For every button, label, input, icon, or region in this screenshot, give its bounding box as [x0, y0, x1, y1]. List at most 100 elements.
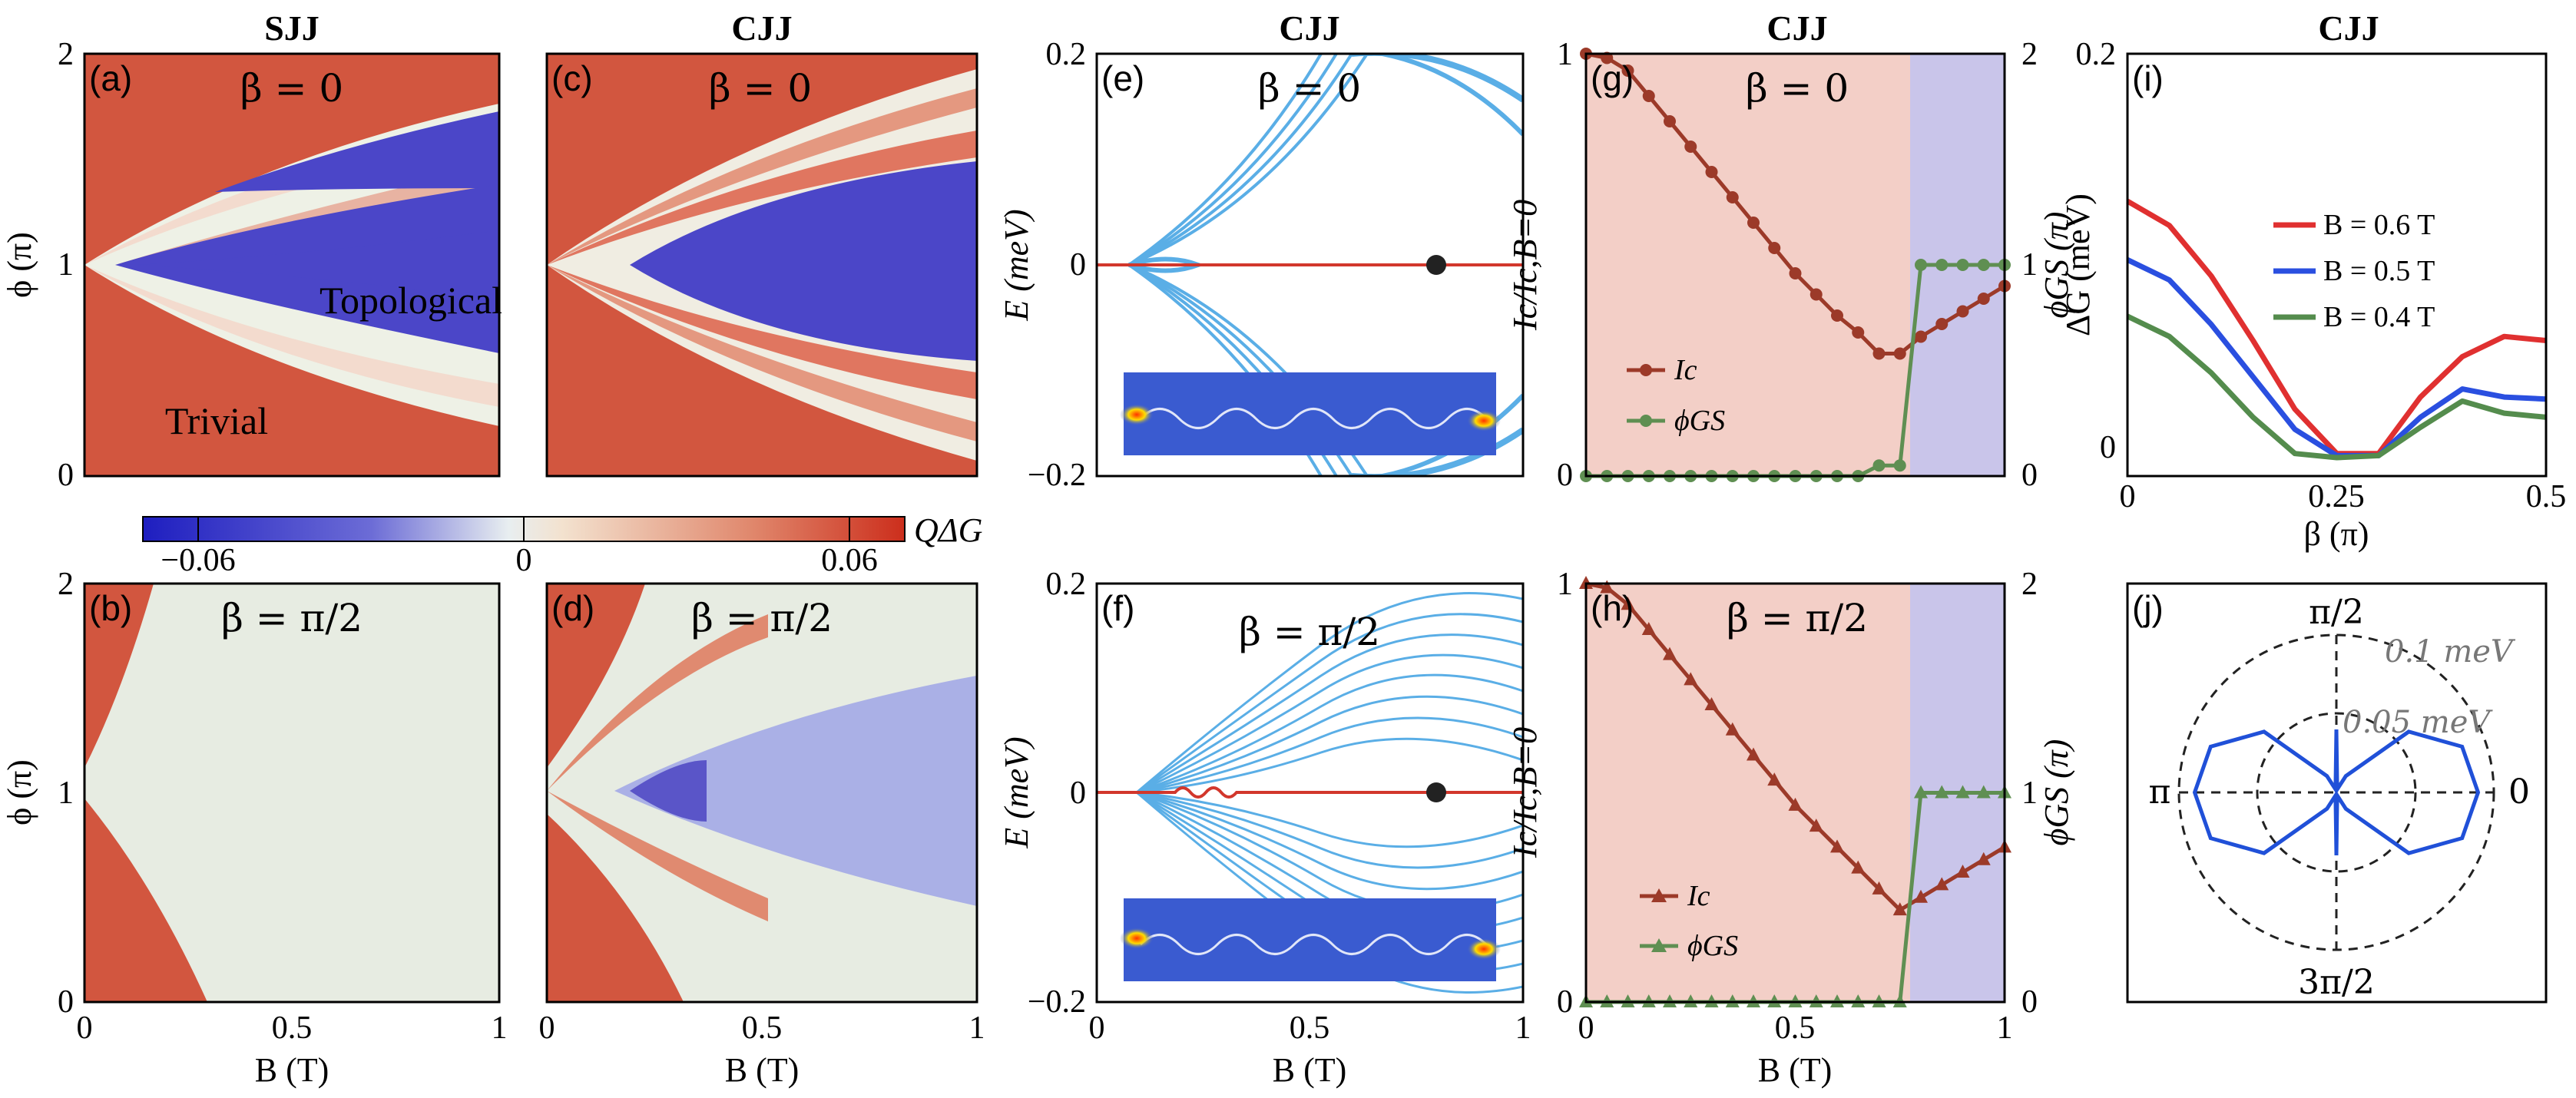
title-cjj-2: CJJ [1279, 8, 1339, 48]
e-axis-label-top: E (meV) [998, 209, 1035, 321]
data-point-g-series-0-6 [1705, 166, 1718, 178]
colorbar-label: QΔG [914, 511, 982, 549]
tick-ic-0-h: 0 [1557, 984, 1573, 1020]
data-point-h-series-0-19 [1976, 852, 1991, 865]
trivial-label: Trivial [165, 399, 268, 442]
polar-label-right: 0 [2508, 772, 2530, 812]
tick-dg-02: 0.2 [2076, 37, 2117, 72]
panel-label-b: (b) [89, 588, 132, 628]
tick-b-05-f: 0.5 [1290, 1010, 1330, 1046]
tick-b-05-d: 0.5 [742, 1010, 783, 1046]
data-point-h-series-1-17 [1935, 785, 1949, 799]
tick-f-top: 0.2 [1046, 567, 1087, 602]
tick-b-0-h: 0 [1578, 1010, 1594, 1046]
beta-label-d: β = π/2 [691, 596, 833, 640]
beta-label-f: β = π/2 [1239, 610, 1380, 654]
legend-i: B = 0.6 T B = 0.5 T B = 0.4 T [2273, 209, 2435, 333]
ic-axis-label-h: Ic/Ic,B=0 [1506, 727, 1544, 858]
tick-e-top: 0.2 [1046, 37, 1087, 72]
dg-axis-label: ΔG (meV) [2059, 193, 2097, 336]
inset-wavefunction-f [1120, 898, 1501, 981]
data-point-h-series-1-16 [1914, 785, 1928, 799]
panel-b: (b) β = π/2 [83, 582, 501, 1004]
legend-g-phigs: ϕGS [1674, 405, 1725, 437]
tick-b-1-b: 1 [492, 1010, 508, 1046]
data-point-h-series-1-19 [1976, 785, 1991, 799]
data-point-g-series-0-18 [1956, 305, 1969, 318]
tick-e-mid: 0 [1070, 247, 1086, 283]
panel-i: (i) B = 0.6 T B = 0.5 T B = 0.4 T 0.2 0 … [2059, 37, 2566, 553]
data-point-g-series-0-2 [1621, 64, 1634, 77]
polar-label-left: π [2149, 772, 2171, 812]
tick-ic-1-h: 1 [1557, 567, 1573, 602]
tick-phi-0-top: 0 [58, 458, 74, 493]
data-point-g-series-0-12 [1831, 309, 1843, 322]
panel-g: (g) β = 0 Ic ϕGS 1 0 Ic/Ic,B=0 2 1 0 ϕGS… [1506, 37, 2075, 493]
data-point-h-series-1-18 [1955, 785, 1970, 799]
topological-label: Topological [320, 279, 502, 322]
panel-e: (e) β = 0 0.2 0 −0.2 E (meV) [998, 37, 1525, 493]
panel-label-j: (j) [2132, 588, 2164, 628]
colorbar-tick-zero: 0 [516, 543, 532, 578]
tick-phi-1-bot: 1 [58, 776, 74, 811]
tick-b-0-d: 0 [539, 1010, 555, 1046]
panel-f: (f) β = π/2 0.2 0 −0.2 E (meV) 0 0.5 1 B… [998, 567, 1531, 1089]
title-cjj-3: CJJ [1766, 8, 1827, 48]
polar-ring-label-inner: 0.05 meV [2343, 705, 2493, 740]
tick-phi-2-bot: 2 [58, 567, 74, 602]
title-cjj-1: CJJ [731, 8, 792, 48]
legend-h-ic: Ic [1687, 880, 1710, 912]
legend-i-b06: B = 0.6 T [2323, 209, 2435, 241]
b-axis-bd: 0 0.5 1 B (T) 0 0.5 1 B (T) [77, 1010, 985, 1089]
tick-phigs-2-g: 2 [2021, 37, 2038, 72]
marker-dot-e [1426, 255, 1446, 275]
data-point-h-series-0-3 [1641, 621, 1656, 635]
data-point-h-series-0-15 [1892, 902, 1907, 916]
polar-label-bottom: 3π/2 [2298, 963, 2375, 1002]
colorbar: −0.06 0 0.06 QΔG [142, 511, 982, 578]
tick-b-05-h: 0.5 [1775, 1010, 1816, 1046]
data-point-h-series-0-16 [1914, 889, 1928, 903]
data-point-h-series-0-6 [1704, 697, 1719, 711]
tick-phigs-1-g: 1 [2021, 247, 2038, 283]
data-point-h-series-0-17 [1935, 877, 1949, 891]
panel-label-g: (g) [1591, 58, 1634, 98]
data-point-g-series-1-15 [1893, 459, 1906, 472]
tick-b-05-b: 0.5 [272, 1010, 313, 1046]
data-point-g-series-0-11 [1809, 288, 1823, 301]
panel-label-i: (i) [2132, 58, 2164, 98]
marker-dot-f [1426, 782, 1446, 802]
phigs-axis-label-g: ϕGS (π) [2038, 212, 2075, 319]
tick-ic-1-g: 1 [1557, 37, 1573, 72]
phi-axis-label-bottom: ϕ (π) [1, 759, 38, 825]
legend-g-ic: Ic [1674, 354, 1697, 386]
data-point-h-series-0-13 [1851, 860, 1866, 874]
beta-label-g: β = 0 [1746, 66, 1849, 111]
legend-i-b04: B = 0.4 T [2323, 301, 2435, 333]
legend-h: Ic ϕGS [1640, 880, 1738, 962]
data-point-g-series-1-16 [1915, 259, 1927, 271]
series-i [2126, 198, 2547, 461]
b-axis-label-f: B (T) [1273, 1051, 1347, 1089]
tick-f-mid: 0 [1070, 776, 1086, 811]
e-axis-label-bottom: E (meV) [998, 736, 1035, 848]
data-point-h-series-0-14 [1872, 881, 1886, 895]
tick-phigs-2-h: 2 [2021, 567, 2038, 602]
data-point-g-series-1-18 [1956, 259, 1969, 271]
tick-ic-0-g: 0 [1557, 458, 1573, 493]
legend-g: Ic ϕGS [1627, 354, 1725, 437]
data-point-g-series-0-7 [1726, 191, 1739, 203]
data-point-g-series-0-19 [1977, 293, 1990, 305]
beta-axis-label: β (π) [2304, 515, 2369, 553]
tick-beta-025: 0.25 [2308, 479, 2365, 514]
phi-axis-label-top: ϕ (π) [1, 232, 38, 298]
data-point-g-series-1-19 [1977, 259, 1990, 271]
polar-gap-curve [2192, 729, 2481, 856]
legend-i-b05: B = 0.5 T [2323, 255, 2435, 287]
panel-label-a: (a) [89, 58, 132, 98]
tick-dg-0: 0 [2100, 430, 2116, 465]
phi-axis-bottom: 2 1 0 ϕ (π) [1, 567, 74, 1020]
data-point-h-series-0-18 [1955, 865, 1970, 878]
data-point-g-series-1-17 [1935, 259, 1949, 271]
